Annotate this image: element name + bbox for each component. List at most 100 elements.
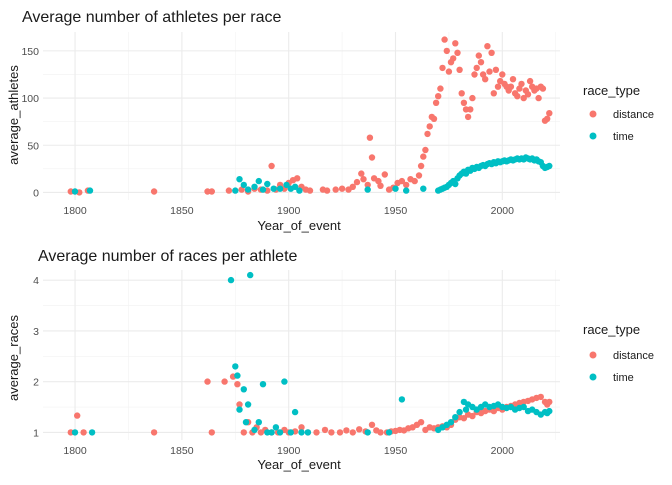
data-point-distance	[464, 113, 472, 121]
data-point-time	[71, 429, 79, 436]
data-point-distance	[473, 64, 480, 72]
y-tick-labels: 1 2 3 4	[33, 275, 39, 439]
data-point-distance	[74, 412, 81, 419]
data-point-distance	[417, 419, 425, 426]
data-point-time	[232, 363, 239, 370]
grid-lines	[43, 32, 560, 200]
data-point-distance	[377, 429, 384, 436]
grid-lines	[43, 270, 560, 440]
data-point-distance	[356, 426, 363, 433]
data-point-time	[403, 187, 410, 194]
data-point-distance	[524, 91, 532, 98]
data-point-distance	[482, 76, 489, 83]
data-point-distance	[441, 36, 448, 43]
data-point-distance	[398, 177, 406, 185]
data-point-time	[247, 271, 254, 279]
data-point-time	[88, 429, 96, 436]
x-tick-label: 1850	[170, 205, 194, 217]
data-point-distance	[546, 110, 553, 117]
y-axis-title: average_races	[6, 315, 21, 401]
data-point-distance	[349, 429, 356, 436]
y-tick-label: 0	[33, 187, 39, 199]
data-point-time	[234, 372, 241, 379]
data-point-distance	[437, 85, 444, 92]
data-point-time	[276, 185, 284, 192]
data-point-distance	[535, 94, 542, 102]
chart-title: Average number of athletes per race	[22, 9, 282, 26]
data-point-distance	[430, 115, 438, 123]
y-tick-label: 2	[33, 377, 39, 389]
legend-label-time: time	[613, 131, 634, 143]
data-point-distance	[439, 64, 446, 72]
y-tick-label: 4	[33, 275, 39, 287]
data-point-distance	[458, 90, 465, 97]
x-tick-label: 1850	[170, 445, 194, 457]
x-tick-label: 1900	[277, 445, 301, 457]
data-point-distance	[377, 182, 384, 189]
data-point-time	[291, 183, 299, 190]
data-point-distance	[460, 415, 468, 422]
data-point-distance	[420, 153, 427, 160]
data-point-distance	[469, 412, 476, 420]
y-axis-title: average_athletes	[6, 65, 21, 165]
data-point-time	[283, 181, 290, 189]
x-tick-label: 1800	[63, 205, 87, 217]
data-point-distance	[268, 162, 275, 170]
data-point-distance	[321, 426, 329, 434]
data-point-distance	[225, 187, 233, 194]
data-point-distance	[150, 429, 158, 436]
data-point-time	[304, 429, 312, 436]
data-point-time	[385, 429, 393, 436]
data-point-distance	[353, 178, 361, 186]
legend-label-distance: distance	[613, 350, 654, 362]
x-tick-label: 1900	[277, 205, 301, 217]
data-point-distance	[336, 429, 344, 436]
data-point-distance	[358, 170, 365, 177]
data-point-time	[227, 276, 235, 284]
data-point-time	[447, 419, 455, 426]
data-point-distance	[426, 123, 433, 130]
data-point-distance	[343, 427, 350, 434]
data-point-distance	[539, 85, 547, 92]
data-point-time	[287, 429, 294, 436]
data-point-distance	[415, 172, 423, 179]
y-tick-label: 100	[21, 93, 39, 105]
legend-key-distance	[589, 110, 597, 118]
data-point-time	[281, 378, 288, 385]
data-point-time	[398, 396, 406, 403]
data-point-distance	[364, 181, 371, 189]
data-point-time	[244, 186, 252, 193]
legend-key-time	[589, 132, 597, 140]
x-tick-label: 2000	[491, 205, 515, 217]
data-point-distance	[294, 175, 301, 182]
data-point-distance	[509, 76, 517, 83]
data-point-time	[251, 183, 258, 190]
data-point-distance	[208, 429, 215, 436]
y-tick-labels: 0 50 100 150	[21, 46, 39, 200]
data-point-time	[456, 408, 463, 416]
data-point-distance	[313, 429, 320, 436]
data-point-distance	[236, 401, 243, 408]
x-tick-labels: 1800 1850 1900 1950 2000	[63, 205, 514, 217]
data-point-distance	[417, 162, 425, 170]
athletes-per-race-panel: Average number of athletes per race 1800…	[6, 9, 654, 233]
data-point-distance	[435, 93, 442, 100]
data-point-distance	[208, 188, 215, 195]
data-point-distance	[368, 421, 376, 428]
data-point-time	[364, 429, 371, 436]
data-point-distance	[80, 429, 87, 436]
data-point-distance	[499, 71, 506, 78]
data-point-time	[296, 187, 303, 194]
data-point-distance	[488, 49, 495, 56]
data-point-time	[244, 401, 252, 408]
data-point-distance	[454, 49, 461, 56]
data-point-time	[259, 186, 267, 193]
data-point-distance	[323, 187, 331, 194]
chart-title: Average number of races per athlete	[38, 248, 298, 265]
legend: race_type distance time	[583, 322, 654, 384]
data-point-time	[242, 419, 250, 426]
data-point-distance	[445, 68, 453, 75]
data-point-time	[251, 426, 258, 434]
legend-title: race_type	[583, 83, 640, 98]
